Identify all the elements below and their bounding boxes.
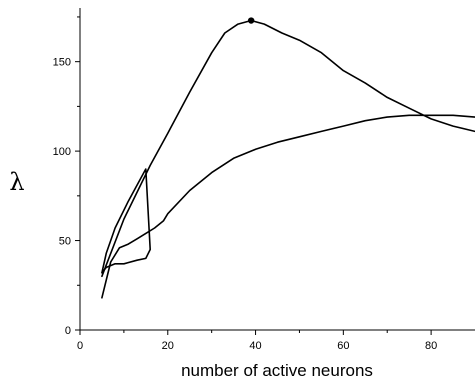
x-tick-label: 20 (162, 340, 174, 352)
y-axis-label: λ (9, 168, 24, 196)
y-tick-label: 50 (59, 236, 71, 248)
series-group (101, 19, 475, 299)
series-line-1 (101, 19, 475, 278)
y-ticks: 0 50 100 150 (53, 16, 80, 337)
y-tick-label: 150 (53, 57, 71, 69)
series-line-3 (101, 114, 475, 299)
x-tick-label: 40 (249, 340, 261, 352)
y-tick-label: 100 (53, 146, 71, 158)
marks-group (247, 17, 255, 24)
x-tick-label: 0 (77, 340, 83, 352)
x-axis-label: number of active neurons (181, 361, 373, 380)
series-line-2 (101, 168, 151, 274)
x-tick-label: 60 (337, 340, 349, 352)
axes (79, 8, 475, 331)
peak-point-marker (247, 17, 255, 24)
y-tick-label: 0 (65, 325, 71, 337)
x-tick-label: 80 (425, 340, 437, 352)
x-ticks: 0 20 40 60 80 (77, 330, 437, 352)
